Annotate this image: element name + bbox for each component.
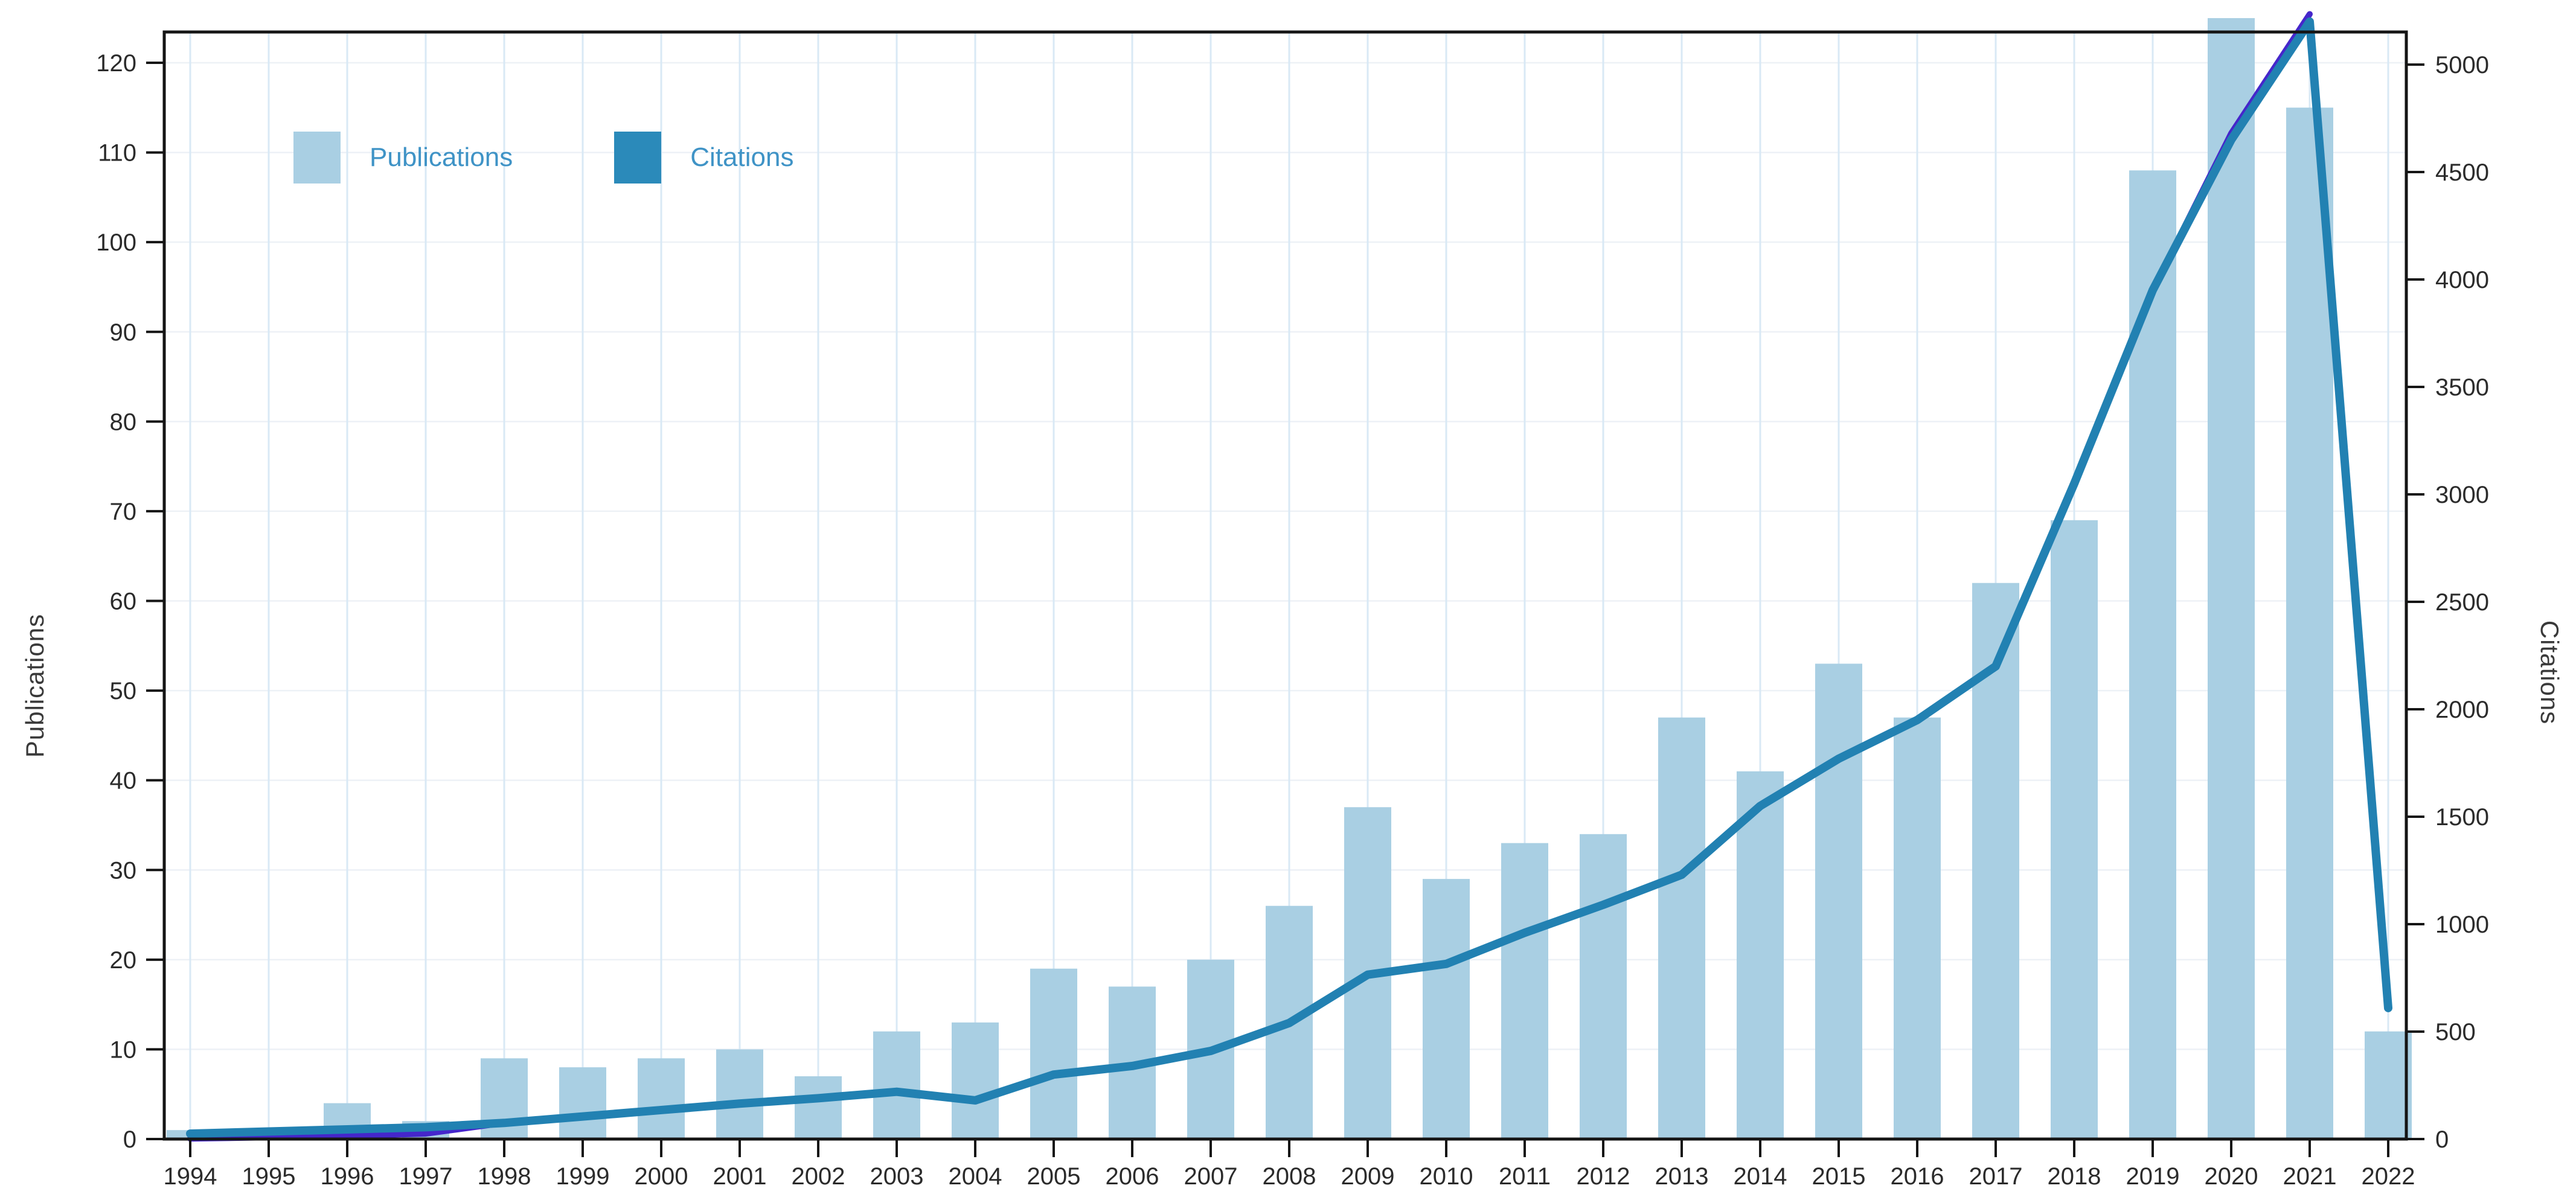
x-axis-tick-label: 2006 xyxy=(1106,1163,1159,1190)
publications-bar-2004 xyxy=(952,1022,999,1139)
publications-bar-2010 xyxy=(1423,879,1470,1139)
plot-border xyxy=(162,30,2408,1141)
x-axis-tick-label: 2005 xyxy=(1027,1163,1081,1190)
x-axis-tick-label: 2002 xyxy=(792,1163,845,1190)
right-axis-tick-label: 4000 xyxy=(2435,267,2489,293)
publications-bar-2002 xyxy=(795,1076,842,1139)
left-axis-tick-label: 50 xyxy=(110,678,137,704)
right-axis-tick-label: 1000 xyxy=(2435,911,2489,938)
citations-line xyxy=(186,17,2392,1138)
x-axis-tick-label: 2001 xyxy=(713,1163,767,1190)
chart-legend: Publications Citations xyxy=(293,132,793,184)
right-axis-tick-label: 4500 xyxy=(2435,159,2489,186)
publications-bar-2011 xyxy=(1501,843,1548,1139)
x-axis-tick-label: 2022 xyxy=(2362,1163,2415,1190)
x-axis-tick-label: 1997 xyxy=(399,1163,453,1190)
right-axis-tick-label: 5000 xyxy=(2435,52,2489,78)
publications-bar-2005 xyxy=(1030,968,1077,1139)
x-axis-tick-label: 1995 xyxy=(242,1163,296,1190)
x-axis-tick-label: 2004 xyxy=(949,1163,1002,1190)
x-axis-tick-label: 1999 xyxy=(556,1163,610,1190)
left-axis-tick-label: 20 xyxy=(110,947,137,974)
left-axis-tick-label: 10 xyxy=(110,1036,137,1063)
right-axis-tick-label: 500 xyxy=(2435,1019,2476,1045)
right-axis-tick-label: 3500 xyxy=(2435,374,2489,401)
x-axis-tick-label: 2010 xyxy=(1420,1163,1473,1190)
legend-item-publications: Publications xyxy=(293,132,513,184)
left-axis-tick-label: 40 xyxy=(110,768,137,794)
x-axis-tick-label: 2014 xyxy=(1734,1163,1787,1190)
left-axis-tick-label: 120 xyxy=(96,50,136,77)
left-axis-tick-label: 90 xyxy=(110,319,137,346)
legend-label-publications: Publications xyxy=(370,142,513,172)
left-axis-tick-label: 0 xyxy=(123,1126,136,1153)
x-axis-tick-label: 2021 xyxy=(2283,1163,2337,1190)
publications-bar-2015 xyxy=(1815,663,1862,1139)
right-axis-tick-label: 1500 xyxy=(2435,804,2489,831)
x-axis-tick-label: 2008 xyxy=(1263,1163,1316,1190)
x-axis-tick-label: 2009 xyxy=(1341,1163,1395,1190)
x-axis-tick-label: 2011 xyxy=(1499,1163,1551,1190)
legend-item-citations: Citations xyxy=(614,132,793,184)
x-axis-tick-label: 2000 xyxy=(635,1163,688,1190)
left-axis-tick-label: 60 xyxy=(110,589,137,615)
x-axis-tick-label: 2012 xyxy=(1577,1163,1630,1190)
left-axis-tick-label: 30 xyxy=(110,857,137,884)
x-axis-tick-label: 2015 xyxy=(1812,1163,1866,1190)
publications-bar-2013 xyxy=(1658,717,1705,1139)
right-axis-tick-label: 2500 xyxy=(2435,589,2489,616)
publications-bar-1999 xyxy=(559,1067,606,1139)
publications-bar-2000 xyxy=(638,1058,685,1139)
publications-bar-2021 xyxy=(2286,107,2333,1140)
x-axis-tick-label: 2003 xyxy=(870,1163,924,1190)
publications-bar-2016 xyxy=(1894,717,1941,1139)
x-axis-tick-label: 2016 xyxy=(1891,1163,1944,1190)
x-axis-tick-label: 2018 xyxy=(2048,1163,2101,1190)
right-axis-tick-label: 0 xyxy=(2435,1126,2449,1153)
publications-bar-2019 xyxy=(2129,170,2176,1139)
x-axis-tick-label: 1996 xyxy=(321,1163,374,1190)
publications-bar-2014 xyxy=(1737,771,1784,1139)
left-axis-tick-label: 110 xyxy=(98,140,136,167)
left-axis-tick-label: 80 xyxy=(110,409,137,435)
legend-label-citations: Citations xyxy=(690,142,794,172)
right-axis-tick-label: 3000 xyxy=(2435,482,2489,508)
publications-bar-2001 xyxy=(716,1049,763,1139)
citations-swatch-icon xyxy=(614,132,662,184)
x-axis-tick-label: 2020 xyxy=(2205,1163,2258,1190)
x-axis-tick-label: 2013 xyxy=(1655,1163,1709,1190)
publications-bar-2012 xyxy=(1580,834,1627,1139)
x-axis-tick-label: 2007 xyxy=(1184,1163,1238,1190)
publications-bar-2003 xyxy=(873,1031,920,1139)
publications-swatch-icon xyxy=(293,132,341,184)
x-axis-tick-label: 2017 xyxy=(1969,1163,2023,1190)
x-axis-tick-label: 1994 xyxy=(164,1163,217,1190)
x-axis-tick-label: 2019 xyxy=(2126,1163,2180,1190)
left-axis-tick-label: 100 xyxy=(96,229,136,256)
publications-bar-2022 xyxy=(2365,1031,2412,1139)
publications-bar-2018 xyxy=(2051,520,2098,1139)
left-axis-tick-label: 70 xyxy=(110,499,137,525)
publications-bar-2020 xyxy=(2208,18,2255,1139)
right-axis-tick-label: 2000 xyxy=(2435,697,2489,723)
x-axis-tick-label: 1998 xyxy=(478,1163,531,1190)
